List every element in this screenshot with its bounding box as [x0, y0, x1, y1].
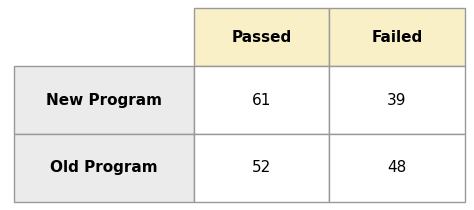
Bar	[14, 66, 194, 134]
Text: 52: 52	[252, 160, 272, 175]
Text: 61: 61	[252, 93, 272, 108]
Bar	[194, 134, 329, 202]
Bar	[329, 134, 465, 202]
Text: Passed: Passed	[232, 30, 292, 45]
Bar	[329, 8, 465, 66]
Bar	[14, 8, 194, 66]
Text: New Program: New Program	[46, 93, 162, 108]
Bar	[194, 66, 329, 134]
Bar	[329, 66, 465, 134]
Bar	[14, 134, 194, 202]
Text: Old Program: Old Program	[50, 160, 158, 175]
Text: 39: 39	[387, 93, 407, 108]
Text: 48: 48	[387, 160, 407, 175]
Bar	[194, 8, 329, 66]
Text: Failed: Failed	[371, 30, 423, 45]
